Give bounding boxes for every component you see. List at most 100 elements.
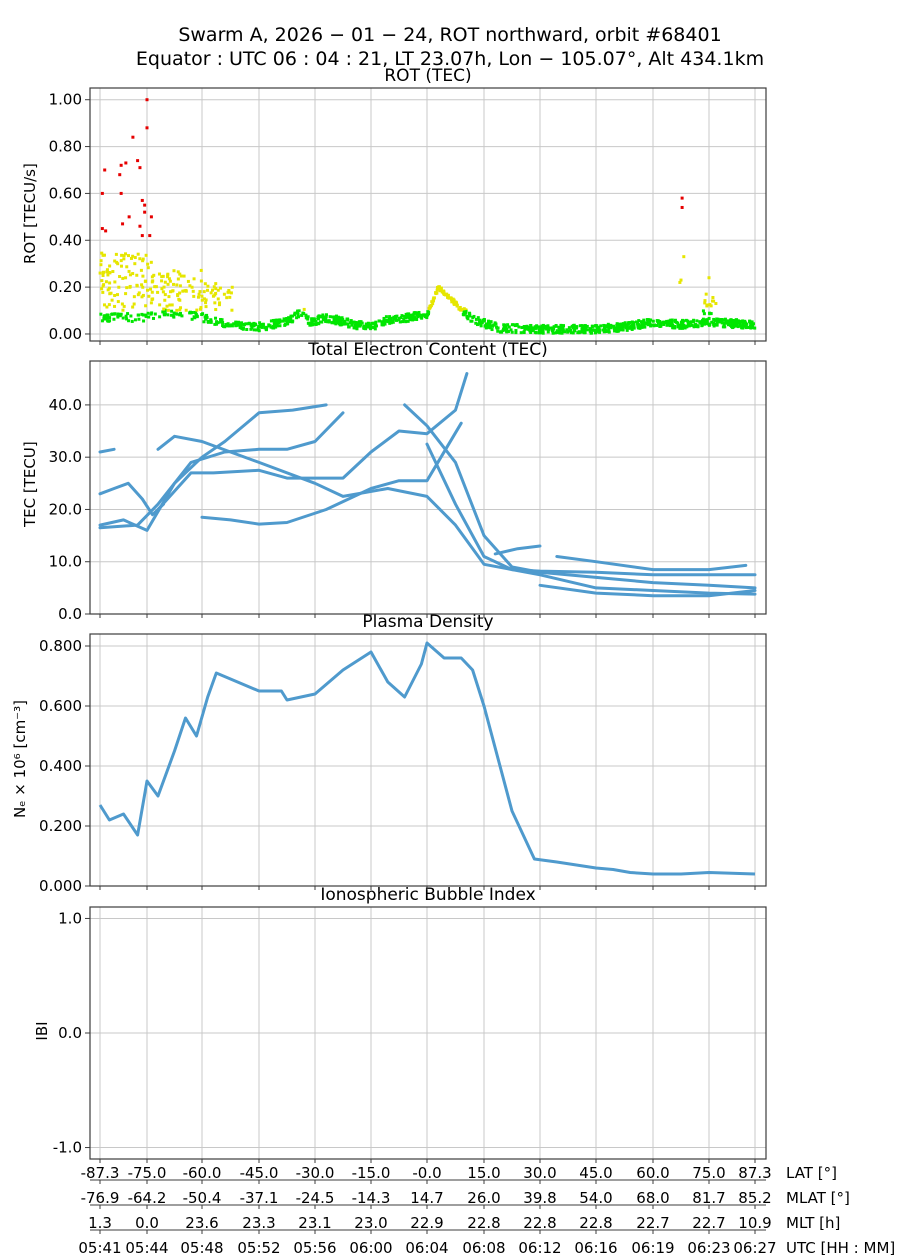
xtick-label: 05:52: [237, 1239, 280, 1257]
xaxis-row-label: MLAT [°]: [786, 1189, 850, 1207]
figure-title-line2: Equator : UTC 06 : 04 : 21, LT 23.07h, L…: [135, 48, 765, 70]
tec-arc: [538, 583, 757, 598]
xaxis-row-label: MLT [h]: [786, 1214, 840, 1232]
xtick-label: 22.8: [523, 1214, 556, 1232]
tec-arc: [98, 481, 165, 517]
ytick-label: 20.0: [49, 500, 82, 518]
ytick-label: 0.0: [58, 1024, 82, 1042]
xtick-label: 06:12: [518, 1239, 561, 1257]
xtick-label: 22.7: [692, 1214, 725, 1232]
xtick-label: -0.0: [412, 1164, 441, 1182]
tec-arc: [156, 434, 757, 596]
xtick-label: 81.7: [692, 1189, 725, 1207]
ytick-label: 0.60: [49, 184, 82, 202]
xtick-label: 22.8: [467, 1214, 500, 1232]
ytick-label: 0.40: [49, 231, 82, 249]
xtick-label: 14.7: [410, 1189, 443, 1207]
xtick-label: 22.7: [636, 1214, 669, 1232]
ytick-label: 1.00: [49, 91, 82, 109]
ytick-label: 0.80: [49, 138, 82, 156]
ytick-label: -1.0: [53, 1139, 82, 1157]
tec-arc: [98, 403, 328, 532]
ytick-label: 1.0: [58, 909, 82, 927]
tec-arc: [555, 555, 748, 572]
xtick-label: 22.8: [579, 1214, 612, 1232]
ytick-label: 0.600: [39, 697, 82, 715]
xtick-label: 39.8: [523, 1189, 556, 1207]
panel-3: 1.0 0.0 -1.0: [53, 907, 766, 1163]
xtick-label: 06:08: [462, 1239, 505, 1257]
xtick-label: 05:56: [293, 1239, 336, 1257]
xtick-label: 87.3: [738, 1164, 771, 1182]
xtick-label: 23.6: [185, 1214, 218, 1232]
panel-title-plasma: Plasma Density: [362, 612, 494, 632]
xtick-label: -45.0: [240, 1164, 279, 1182]
tec-arc: [493, 544, 542, 556]
xtick-label: 30.0: [523, 1164, 556, 1182]
panel-title-ibi: Ionospheric Bubble Index: [320, 885, 536, 905]
xtick-label: 06:19: [631, 1239, 674, 1257]
xtick-label: -24.5: [296, 1189, 335, 1207]
xtick-label: 05:48: [180, 1239, 223, 1257]
xtick-label: -64.2: [128, 1189, 167, 1207]
tec-arc: [425, 442, 757, 577]
xtick-label: 06:04: [405, 1239, 448, 1257]
xtick-label: 75.0: [692, 1164, 725, 1182]
panel-title-rot: ROT (TEC): [384, 66, 472, 86]
xtick-label: -30.0: [296, 1164, 335, 1182]
figure-title-line1: Swarm A, 2026 − 01 − 24, ROT northward, …: [178, 24, 722, 46]
xtick-label: 26.0: [467, 1189, 500, 1207]
xtick-label: -76.9: [81, 1189, 120, 1207]
ytick-label: 0.20: [49, 278, 82, 296]
xtick-label: 45.0: [579, 1164, 612, 1182]
ytick-label: 0.00: [49, 325, 82, 343]
axes-frame: [89, 633, 767, 887]
xtick-label: 06:23: [687, 1239, 730, 1257]
panel-0: 1.00 0.80 0.60 0.40 0.20 0.00: [49, 88, 766, 345]
ytick-label: 0.200: [39, 817, 82, 835]
xtick-label: -14.3: [352, 1189, 391, 1207]
xtick-label: 06:16: [574, 1239, 617, 1257]
ytick-label: 40.0: [49, 396, 82, 414]
ytick-label: 10.0: [49, 553, 82, 571]
xtick-label: 54.0: [579, 1189, 612, 1207]
xtick-label: 06:00: [349, 1239, 392, 1257]
panel-title-tec: Total Electron Content (TEC): [308, 340, 548, 360]
axes-frame: [89, 87, 767, 342]
ytick-label: 0.000: [39, 877, 82, 895]
xtick-label: -50.4: [183, 1189, 222, 1207]
ytick-label: 0.0: [58, 605, 82, 623]
xtick-label: -60.0: [183, 1164, 222, 1182]
tec-arc: [200, 421, 463, 526]
xtick-label: 10.9: [738, 1214, 771, 1232]
panel-1: 40.0 30.0 20.0 10.0 0.0: [49, 361, 766, 623]
xtick-label: 1.3: [88, 1214, 112, 1232]
xtick-label: 05:41: [78, 1239, 121, 1257]
tec-arc: [98, 411, 345, 530]
xaxis-row-label: UTC [HH : MM]: [786, 1239, 895, 1257]
xaxis-row-label: LAT [°]: [786, 1164, 837, 1182]
xtick-label: 0.0: [135, 1214, 159, 1232]
xtick-label: 23.0: [354, 1214, 387, 1232]
xtick-label: 60.0: [636, 1164, 669, 1182]
xtick-label: 23.3: [242, 1214, 275, 1232]
xtick-label: 23.1: [298, 1214, 331, 1232]
ytick-label: 0.800: [39, 637, 82, 655]
axes-frame: [89, 360, 767, 615]
xtick-label: 85.2: [738, 1189, 771, 1207]
xtick-label: -37.1: [240, 1189, 279, 1207]
xtick-label: -87.3: [81, 1164, 120, 1182]
panel-2: 0.800 0.600 0.400 0.200 0.000: [39, 634, 766, 895]
xtick-label: 22.9: [410, 1214, 443, 1232]
tec-arc: [156, 372, 469, 511]
xtick-label: -15.0: [352, 1164, 391, 1182]
xtick-label: 15.0: [467, 1164, 500, 1182]
tec-arc: [98, 447, 116, 454]
xtick-label: 06:27: [733, 1239, 776, 1257]
xtick-label: -75.0: [128, 1164, 167, 1182]
xtick-label: 05:44: [125, 1239, 168, 1257]
ytick-label: 0.400: [39, 757, 82, 775]
axes-frame: [89, 906, 767, 1160]
ytick-label: 30.0: [49, 448, 82, 466]
